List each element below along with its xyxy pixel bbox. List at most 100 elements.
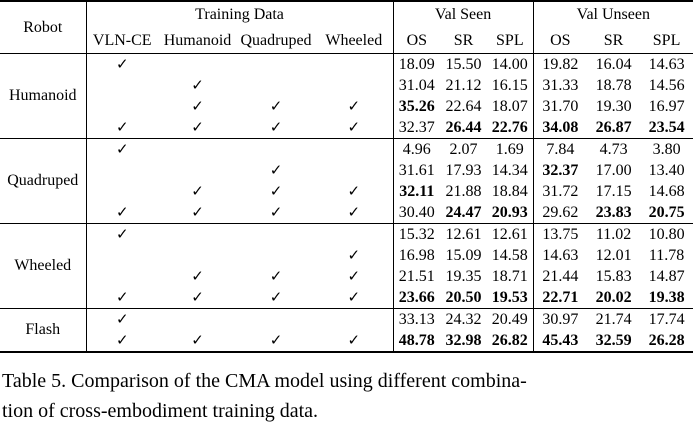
metric-value: 1.69 xyxy=(487,138,534,160)
check-icon: ✓ xyxy=(85,53,158,75)
check-icon: ✓ xyxy=(191,333,204,349)
check-cell-empty xyxy=(85,245,158,266)
robot-group-label-quadruped: Quadruped xyxy=(0,138,86,224)
col-group-header-training-data: Training Data xyxy=(85,1,394,28)
metric-value: 19.35 xyxy=(445,267,482,285)
check-cell-empty xyxy=(85,266,158,287)
robot-group-label-humanoid: Humanoid xyxy=(0,53,86,139)
check-icon: ✓ xyxy=(269,99,283,115)
table-caption: Table 5. Comparison of the CMA model usi… xyxy=(0,366,694,426)
metric-value: 20.93 xyxy=(491,203,528,221)
check-icon: ✓ xyxy=(347,333,361,349)
metric-value: 31.04 xyxy=(392,75,441,96)
metric-value: 32.37 xyxy=(532,160,588,181)
metric-value: 13.75 xyxy=(532,223,588,245)
metric-value: 14.63 xyxy=(640,53,694,75)
metric-value: 17.00 xyxy=(595,161,632,179)
check-icon: ✓ xyxy=(85,287,158,309)
table-row: Wheeled ✓ 15.32 12.61 12.61 13.75 11.02 10.80 xyxy=(0,223,694,309)
metric-value: 26.87 xyxy=(595,118,632,136)
check-icon: ✓ xyxy=(191,99,204,115)
metric-value: 19.38 xyxy=(648,288,685,306)
check-cell-empty xyxy=(237,53,315,75)
metric-value: 17.74 xyxy=(640,308,694,330)
metric-value: 15.32 xyxy=(392,223,441,245)
check-icon: ✓ xyxy=(85,202,158,224)
metric-value: 31.70 xyxy=(532,96,588,117)
metric-value: 13.40 xyxy=(648,161,685,179)
metric-value: 21.51 xyxy=(392,266,441,287)
check-icon: ✓ xyxy=(85,117,158,139)
check-cell-empty xyxy=(85,75,158,96)
metric-value: 11.78 xyxy=(648,246,685,264)
metric-value: 23.83 xyxy=(595,203,632,221)
check-icon: ✓ xyxy=(191,290,204,306)
metric-value: 14.00 xyxy=(487,53,534,75)
table-row: ✓ 31.04 21.12 16.15 31.33 18.78 14.56 xyxy=(0,75,693,96)
metric-value: 32.11 xyxy=(392,181,441,202)
metric-value: 23.54 xyxy=(648,118,685,136)
metric-value: 18.07 xyxy=(491,97,528,115)
table-caption-line-1: Table 5. Comparison of the CMA model usi… xyxy=(2,370,527,392)
metric-value: 20.49 xyxy=(487,308,534,330)
metric-value: 32.98 xyxy=(445,331,482,349)
check-cell-empty xyxy=(315,223,394,245)
metric-value: 16.15 xyxy=(491,76,528,94)
metric-value: 31.72 xyxy=(532,181,588,202)
metric-value: 12.61 xyxy=(487,223,534,245)
metric-value: 35.26 xyxy=(392,96,441,117)
check-cell-empty xyxy=(85,181,158,202)
check-icon: ✓ xyxy=(347,205,361,221)
check-icon: ✓ xyxy=(269,184,283,200)
metric-value: 33.13 xyxy=(392,308,441,330)
metric-value: 30.97 xyxy=(532,308,588,330)
metric-value: 15.09 xyxy=(445,246,482,264)
metric-value: 22.76 xyxy=(491,118,528,136)
metric-value: 14.63 xyxy=(532,245,588,266)
metric-value: 16.97 xyxy=(648,97,685,115)
metric-value: 34.08 xyxy=(532,117,588,139)
table-row: ✓ ✓ ✓ 35.26 22.64 18.07 31.70 19.30 16.97 xyxy=(0,96,693,117)
check-icon: ✓ xyxy=(269,163,283,179)
metric-value: 2.07 xyxy=(440,138,488,160)
metric-value: 4.73 xyxy=(587,138,641,160)
check-cell-empty xyxy=(85,160,158,181)
metric-value: 18.09 xyxy=(392,53,441,75)
metric-value: 7.84 xyxy=(532,138,588,160)
check-cell-empty xyxy=(237,138,315,160)
check-icon: ✓ xyxy=(191,205,204,221)
metric-value: 3.80 xyxy=(640,138,694,160)
metric-value: 20.75 xyxy=(648,203,685,221)
metric-value: 22.64 xyxy=(445,97,482,115)
metric-value: 31.61 xyxy=(392,160,441,181)
metric-value: 12.61 xyxy=(440,223,488,245)
table-row: Flash ✓ 33.13 24.32 20.49 30.97 21.74 17.74 xyxy=(0,308,694,352)
table-row: ✓ ✓ ✓ ✓ 30.40 24.47 20.93 29.62 23.83 20.75 xyxy=(0,202,693,224)
metric-value: 14.68 xyxy=(648,182,685,200)
check-icon: ✓ xyxy=(85,330,158,352)
check-cell-empty xyxy=(315,53,394,75)
check-cell-empty xyxy=(158,245,237,266)
check-icon: ✓ xyxy=(269,205,283,221)
robot-group-label-flash: Flash xyxy=(0,308,86,352)
metric-value: 45.43 xyxy=(532,330,588,352)
metric-value: 15.50 xyxy=(440,53,488,75)
table-row: ✓ ✓ ✓ 21.51 19.35 18.71 21.44 15.83 14.87 xyxy=(0,266,693,287)
table-row: ✓ ✓ ✓ ✓ 32.37 26.44 22.76 34.08 26.87 23.54 xyxy=(0,117,693,139)
col-group-header-val-seen: Val Seen xyxy=(392,1,534,28)
check-icon: ✓ xyxy=(191,120,204,136)
metric-value: 16.98 xyxy=(392,245,441,266)
table-row: ✓ 31.61 17.93 14.34 32.37 17.00 13.40 xyxy=(0,160,693,181)
check-cell-empty xyxy=(315,75,393,96)
table-row: Quadruped ✓ 4.96 2.07 1.69 7.84 4.73 3.80 xyxy=(0,138,694,224)
check-icon: ✓ xyxy=(85,138,158,160)
check-icon: ✓ xyxy=(269,269,283,285)
metric-value: 12.01 xyxy=(595,246,632,264)
metric-value: 18.84 xyxy=(491,182,528,200)
metric-value: 24.32 xyxy=(440,308,488,330)
metric-value: 31.33 xyxy=(532,75,588,96)
check-icon: ✓ xyxy=(85,223,158,245)
metric-value: 32.37 xyxy=(392,117,441,139)
metric-value: 14.87 xyxy=(648,267,685,285)
metric-value: 29.62 xyxy=(532,202,588,224)
